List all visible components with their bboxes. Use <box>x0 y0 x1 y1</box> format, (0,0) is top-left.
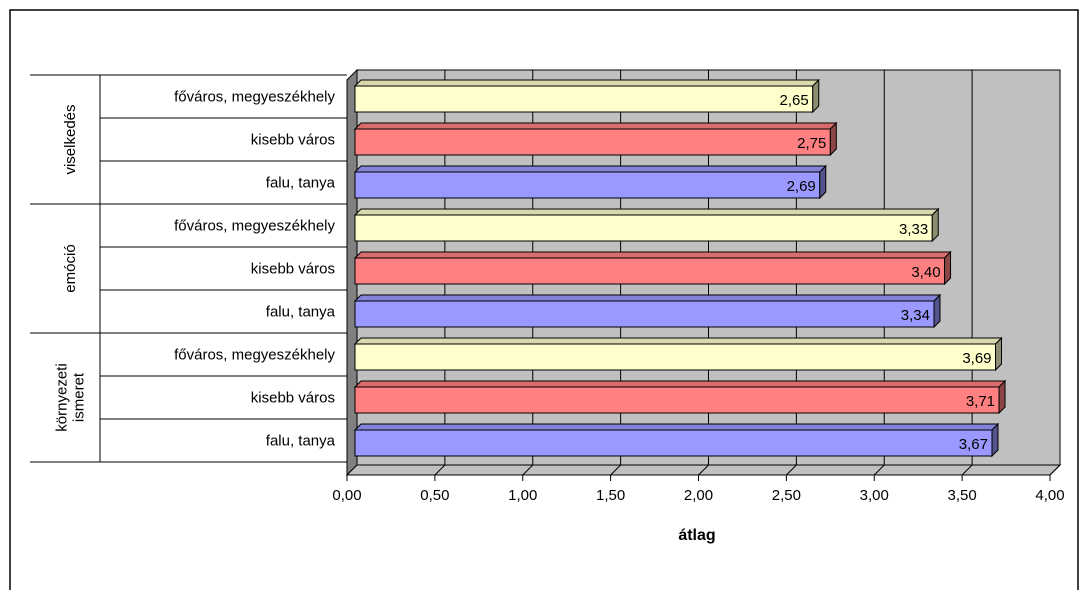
x-tick-label: 2,00 <box>684 487 713 504</box>
data-label: 2,65 <box>780 92 809 109</box>
bar <box>354 171 821 199</box>
category-label: falu, tanya <box>266 433 336 450</box>
x-tick-label: 4,00 <box>1035 487 1064 504</box>
category-label: kisebb város <box>251 261 335 278</box>
bar-side <box>944 250 952 286</box>
category-label: falu, tanya <box>266 304 336 321</box>
bar <box>354 128 831 156</box>
data-label: 2,75 <box>797 135 826 152</box>
x-tick-label: 0,50 <box>420 487 449 504</box>
data-label: 3,67 <box>959 436 988 453</box>
bar-top <box>353 423 1000 431</box>
bar <box>354 85 814 113</box>
axes <box>30 74 1051 481</box>
category-label: főváros, megyeszékhely <box>174 218 335 235</box>
x-tick-label: 3,50 <box>948 487 977 504</box>
bar-side <box>991 422 999 458</box>
bar-top <box>353 251 952 259</box>
bar-side <box>819 164 827 200</box>
data-label: 3,69 <box>962 350 991 367</box>
floor-gridline <box>786 464 797 476</box>
bar-top <box>353 165 827 173</box>
x-tick-label: 0,00 <box>332 487 361 504</box>
bar <box>354 386 1000 414</box>
bar <box>354 343 997 371</box>
x-tick-label: 2,50 <box>772 487 801 504</box>
data-label: 3,33 <box>899 221 928 238</box>
group-label: emóció <box>62 244 79 292</box>
bar-top <box>353 337 1003 345</box>
bar-side <box>998 379 1006 415</box>
group-label: ismeret <box>71 372 88 422</box>
bars <box>353 78 1007 458</box>
bar-top <box>353 294 942 302</box>
data-label: 3,40 <box>911 264 940 281</box>
group-label: viselkedés <box>62 104 79 174</box>
data-label: 3,71 <box>966 393 995 410</box>
data-label: 2,69 <box>787 178 816 195</box>
bar <box>354 429 993 457</box>
floor-gridline <box>1049 464 1061 476</box>
floor-gridline <box>961 464 973 476</box>
bar-top <box>353 79 820 87</box>
category-label: kisebb város <box>251 132 335 149</box>
bar <box>354 257 946 285</box>
x-tick-label: 1,50 <box>596 487 625 504</box>
floor-gridline <box>610 464 621 476</box>
floor-gridline <box>698 464 709 476</box>
x-tick-label: 3,00 <box>860 487 889 504</box>
bar-top <box>353 208 940 216</box>
bar-side <box>812 78 820 114</box>
bar-side <box>829 121 837 157</box>
bar-side <box>931 207 939 243</box>
group-label: környezeti <box>54 363 71 431</box>
floor-gridline <box>522 464 534 476</box>
bar-top <box>353 380 1007 388</box>
category-label: kisebb város <box>251 390 335 407</box>
x-axis-title: átlag <box>678 527 715 544</box>
data-label: 3,34 <box>901 307 930 324</box>
category-label: főváros, megyeszékhely <box>174 347 335 364</box>
floor-gridline <box>873 464 885 476</box>
bar <box>354 214 933 242</box>
bar-top <box>353 122 838 130</box>
bar <box>354 300 935 328</box>
category-label: főváros, megyeszékhely <box>174 89 335 106</box>
bar-side <box>933 293 941 329</box>
bar-side <box>995 336 1003 372</box>
category-label: falu, tanya <box>266 175 336 192</box>
labels: 0,00 0,50 1,00 1,50 2,00 2,50 3,00 3,50 4,00 2,65… <box>54 89 1065 505</box>
floor-gridline <box>434 464 446 476</box>
x-tick-label: 1,00 <box>508 487 537 504</box>
